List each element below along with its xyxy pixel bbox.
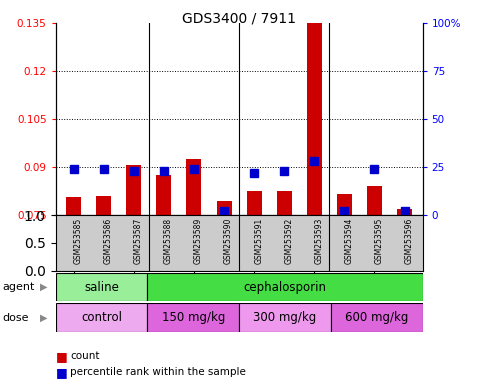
FancyBboxPatch shape <box>147 303 239 332</box>
Bar <box>186 159 201 384</box>
Bar <box>216 200 231 384</box>
Text: saline: saline <box>84 281 119 293</box>
Text: GSM253593: GSM253593 <box>314 218 323 264</box>
FancyBboxPatch shape <box>331 303 423 332</box>
Bar <box>367 186 382 384</box>
Text: 150 mg/kg: 150 mg/kg <box>161 311 225 324</box>
Bar <box>156 175 171 384</box>
Text: GSM253586: GSM253586 <box>104 218 113 264</box>
Text: 600 mg/kg: 600 mg/kg <box>345 311 409 324</box>
Text: GSM253587: GSM253587 <box>134 218 143 264</box>
Text: count: count <box>70 351 99 361</box>
FancyBboxPatch shape <box>56 303 147 332</box>
Bar <box>397 209 412 384</box>
Text: GSM253591: GSM253591 <box>254 218 263 264</box>
Text: dose: dose <box>2 313 29 323</box>
Text: GSM253585: GSM253585 <box>73 218 83 264</box>
Bar <box>247 191 262 384</box>
FancyBboxPatch shape <box>56 273 147 301</box>
FancyBboxPatch shape <box>147 273 423 301</box>
Text: GSM253592: GSM253592 <box>284 218 293 264</box>
Text: ▶: ▶ <box>40 282 47 292</box>
Text: 300 mg/kg: 300 mg/kg <box>254 311 316 324</box>
Bar <box>337 194 352 384</box>
Bar <box>277 191 292 384</box>
Text: ■: ■ <box>56 366 67 379</box>
Text: agent: agent <box>2 282 35 292</box>
Text: ■: ■ <box>56 350 67 363</box>
Text: GDS3400 / 7911: GDS3400 / 7911 <box>182 12 296 25</box>
Text: GSM253595: GSM253595 <box>374 218 384 264</box>
Bar <box>126 166 142 384</box>
Text: GSM253590: GSM253590 <box>224 218 233 264</box>
Text: ▶: ▶ <box>40 313 47 323</box>
Text: cephalosporin: cephalosporin <box>243 281 327 293</box>
Text: GSM253589: GSM253589 <box>194 218 203 264</box>
Text: control: control <box>81 311 122 324</box>
Text: percentile rank within the sample: percentile rank within the sample <box>70 367 246 377</box>
Text: GSM253596: GSM253596 <box>405 218 413 264</box>
FancyBboxPatch shape <box>239 303 331 332</box>
Text: GSM253588: GSM253588 <box>164 218 173 264</box>
Bar <box>66 197 81 384</box>
Bar <box>307 23 322 384</box>
Bar <box>96 197 111 384</box>
Text: GSM253594: GSM253594 <box>344 218 354 264</box>
